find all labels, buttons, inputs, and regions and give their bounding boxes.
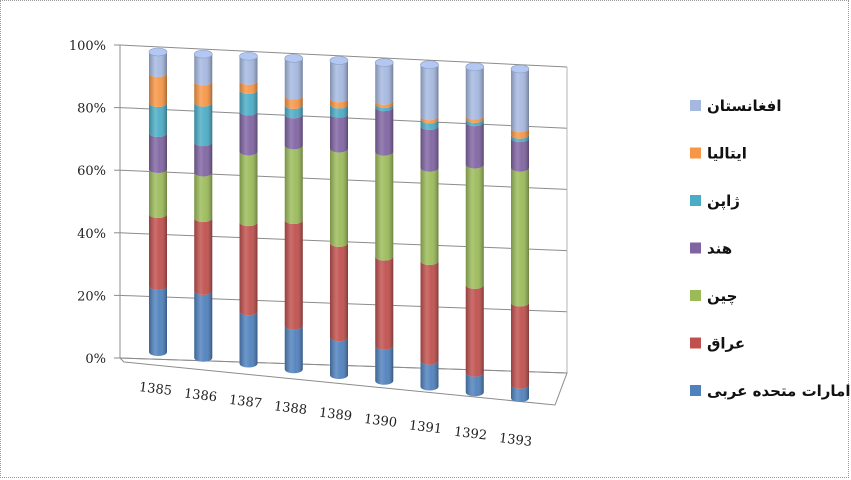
bar-segment-shading [194, 218, 212, 295]
bar-segment-shading [511, 69, 529, 132]
legend-item: چین [690, 287, 737, 306]
legend-label: هند [707, 240, 732, 258]
x-tick-label: 1388 [273, 399, 308, 418]
bar-segment-shading [421, 65, 439, 120]
x-tick-label: 1390 [363, 412, 398, 431]
y-tick-label: 40% [77, 227, 106, 242]
y-tick-label: 80% [77, 102, 106, 117]
x-tick-label: 1389 [318, 406, 353, 425]
legend-item: عراق [690, 335, 745, 353]
legend-item: ژاپن [690, 192, 740, 211]
legend-item: هند [690, 240, 732, 258]
bar-segment-shading [285, 145, 303, 224]
bar-segment-shading [149, 214, 167, 290]
bar-top-cap [330, 57, 348, 65]
bar-top-cap [149, 48, 167, 56]
bar-segment-shading [240, 151, 258, 226]
bar-segment-shading [511, 303, 529, 389]
bar-segment-shading [240, 311, 258, 367]
bar-segment-shading [194, 173, 212, 223]
legend-label: افغانستان [707, 97, 782, 115]
legend-item: امارات متحده عربی [690, 382, 850, 400]
bar-segment-shading [330, 61, 348, 103]
x-tick-label: 1387 [228, 393, 263, 412]
x-tick-label: 1385 [138, 380, 173, 399]
bar-segment-shading [330, 114, 348, 153]
bar-top-cap [194, 50, 212, 58]
bar-top-cap [375, 59, 393, 67]
x-tick-label: 1393 [498, 431, 533, 450]
bar-segment-shading [149, 133, 167, 173]
legend-label: ژاپن [707, 192, 740, 211]
bar-segment-shading [285, 326, 303, 374]
bar-segment-shading [375, 63, 393, 105]
legend-label: عراق [707, 335, 745, 353]
bar-segment-shading [285, 114, 303, 149]
legend: افغانستان ایتالیا ژاپن هند چین عراق امارات متح… [690, 97, 850, 400]
bar-segment-shading [375, 152, 393, 261]
legend-item: افغانستان [690, 97, 782, 115]
y-tick-label: 0% [85, 352, 106, 367]
bar-segment-shading [421, 361, 439, 391]
bar-segment-shading [194, 142, 212, 176]
legend-swatch [690, 148, 701, 159]
bar-segment-shading [421, 126, 439, 172]
legend-label: چین [707, 287, 737, 306]
bar-segment-shading [149, 286, 167, 356]
y-tick-label: 20% [77, 289, 106, 304]
y-tick-label: 60% [77, 164, 106, 179]
bar-segment-shading [330, 243, 348, 341]
x-tick-label: 1392 [453, 425, 488, 444]
bar-segment-shading [375, 346, 393, 385]
bar-segment-shading [421, 168, 439, 265]
bar-segment-shading [194, 103, 212, 146]
bar-segment-shading [285, 220, 303, 330]
y-tick-labels: 0% 20% 40% 60% 80% 100% [69, 39, 106, 367]
bar-segment-shading [466, 122, 484, 168]
bar-top-cap [466, 63, 484, 71]
legend-swatch [690, 290, 701, 301]
bar-segment-shading [194, 291, 212, 362]
bar-top-cap [421, 61, 439, 69]
bar-top-cap [240, 52, 258, 60]
x-tick-label: 1391 [408, 418, 443, 437]
bar-segment-shading [511, 168, 529, 307]
legend-label: ایتالیا [707, 145, 747, 163]
bar-segment-shading [466, 164, 484, 288]
legend-swatch [690, 385, 701, 396]
bar-segment-shading [511, 138, 529, 172]
legend-swatch [690, 243, 701, 254]
bar-segment-shading [466, 67, 484, 120]
bar-segment-shading [375, 107, 393, 156]
bar-segment-shading [330, 337, 348, 379]
bar-segment-shading [149, 73, 167, 107]
bar-top-cap [511, 65, 529, 73]
y-tick-label: 100% [69, 39, 106, 54]
bar-segment-shading [149, 103, 167, 137]
legend-label: امارات متحده عربی [707, 382, 850, 400]
legend-swatch [690, 100, 701, 111]
legend-swatch [690, 195, 701, 206]
bar-segment-shading [330, 149, 348, 247]
bar-segment-shading [149, 169, 167, 218]
bar-top-cap [285, 54, 303, 62]
bar-segment-shading [285, 58, 303, 99]
bars [149, 48, 529, 402]
legend-item: ایتالیا [690, 145, 747, 163]
bar-segment-shading [375, 257, 393, 350]
bar-segment-shading [194, 54, 212, 85]
bar-segment-shading [240, 222, 258, 315]
legend-swatch [690, 338, 701, 349]
bar-segment-shading [240, 112, 258, 156]
bar-segment-shading [421, 261, 439, 365]
x-tick-label: 1386 [183, 386, 218, 405]
bar-segment-shading [466, 285, 484, 377]
